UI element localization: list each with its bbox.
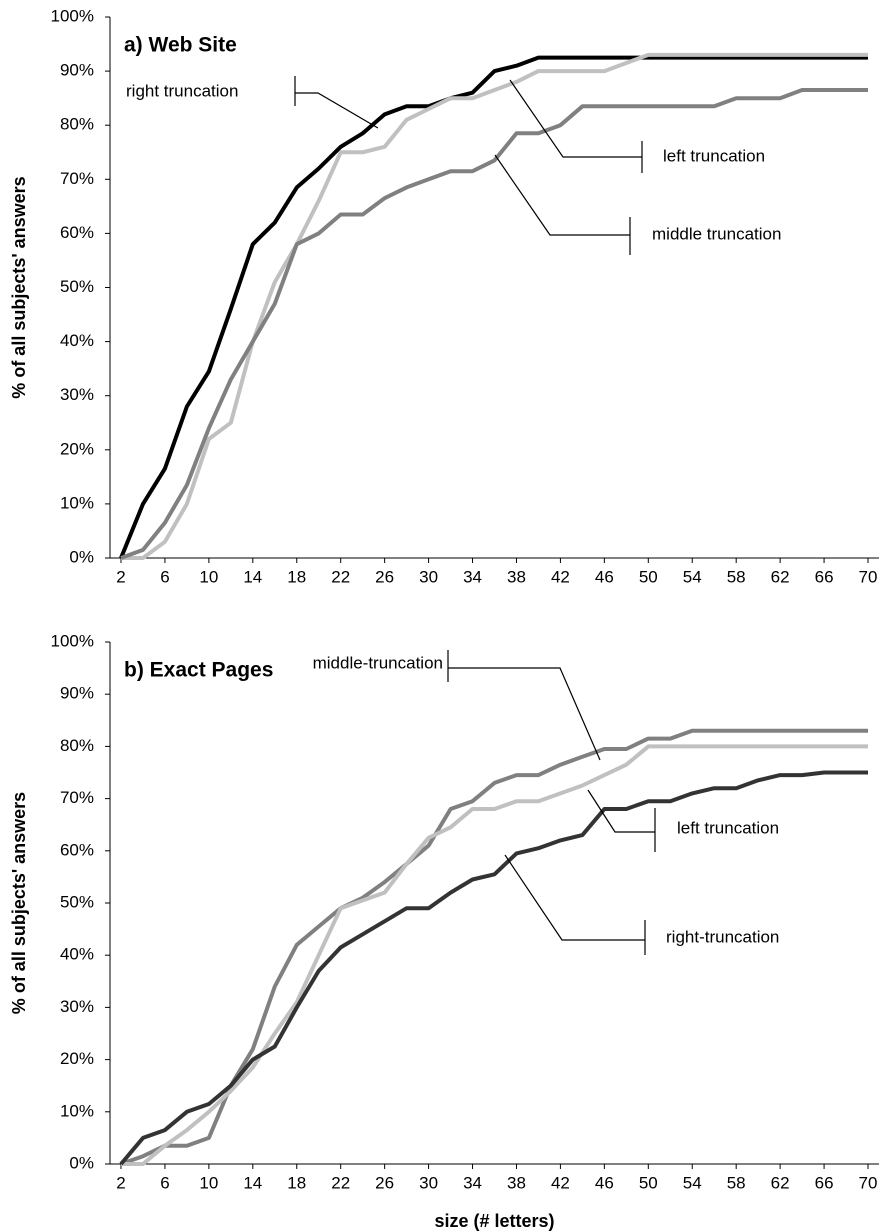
x-tick-label: 46: [595, 1173, 614, 1192]
x-tick-label: 14: [243, 567, 262, 586]
series-label: left truncation: [663, 146, 765, 165]
x-tick-label: 22: [331, 1173, 350, 1192]
series-line: [119, 770, 868, 1166]
y-tick-label: 70%: [60, 169, 94, 188]
series-line: [120, 88, 868, 560]
series-label: right-truncation: [666, 927, 779, 946]
x-tick-label: 58: [727, 1173, 746, 1192]
x-tick-label: 30: [419, 567, 438, 586]
y-axis-label: % of all subjects' answers: [9, 792, 29, 1014]
series-label: middle truncation: [652, 224, 781, 243]
callout-leader: [295, 92, 379, 129]
y-tick-label: 50%: [60, 277, 94, 296]
series-label: left truncation: [677, 818, 779, 837]
x-tick-label: 18: [287, 567, 306, 586]
x-tick-label: 62: [771, 1173, 790, 1192]
x-tick-label: 2: [116, 567, 125, 586]
y-tick-label: 30%: [60, 385, 94, 404]
x-tick-label: 6: [160, 567, 169, 586]
x-tick-label: 10: [199, 567, 218, 586]
series-line: [120, 728, 868, 1166]
y-tick-label: 40%: [60, 945, 94, 964]
series-line: [121, 744, 868, 1166]
x-tick-label: 34: [463, 567, 482, 586]
x-tick-label: 50: [639, 1173, 658, 1192]
x-tick-label: 26: [375, 567, 394, 586]
y-tick-label: 20%: [60, 1049, 94, 1068]
x-tick-label: 10: [199, 1173, 218, 1192]
y-tick-label: 80%: [60, 736, 94, 755]
x-tick-label: 2: [116, 1173, 125, 1192]
x-tick-label: 58: [727, 567, 746, 586]
x-tick-label: 50: [639, 567, 658, 586]
y-tick-label: 30%: [60, 997, 94, 1016]
x-tick-label: 22: [331, 567, 350, 586]
x-tick-label: 70: [859, 1173, 878, 1192]
x-tick-label: 70: [859, 567, 878, 586]
callout-leader: [587, 789, 655, 833]
callout-leader: [509, 79, 642, 158]
x-tick-label: 34: [463, 1173, 482, 1192]
x-tick-label: 62: [771, 567, 790, 586]
x-tick-label: 26: [375, 1173, 394, 1192]
y-tick-label: 0%: [69, 547, 94, 566]
x-tick-label: 54: [683, 1173, 702, 1192]
callout-leader: [504, 854, 645, 941]
y-tick-label: 60%: [60, 223, 94, 242]
x-tick-label: 18: [287, 1173, 306, 1192]
x-tick-label: 30: [419, 1173, 438, 1192]
y-tick-label: 100%: [51, 631, 94, 650]
x-tick-label: 42: [551, 1173, 570, 1192]
x-tick-label: 6: [160, 1173, 169, 1192]
x-tick-label: 54: [683, 567, 702, 586]
x-axis-label: size (# letters): [434, 1211, 554, 1231]
callout-leader: [448, 667, 601, 761]
y-tick-label: 90%: [60, 61, 94, 80]
y-tick-label: 0%: [69, 1153, 94, 1172]
y-tick-label: 60%: [60, 840, 94, 859]
series-line: [121, 52, 868, 560]
series-label: right truncation: [126, 81, 238, 100]
chart-title: b) Exact Pages: [124, 659, 273, 682]
x-tick-label: 38: [507, 567, 526, 586]
x-tick-label: 38: [507, 1173, 526, 1192]
callout-leader: [494, 154, 630, 236]
chart-title: a) Web Site: [124, 34, 237, 57]
y-tick-label: 50%: [60, 892, 94, 911]
y-tick-label: 40%: [60, 331, 94, 350]
series-line: [119, 55, 868, 559]
y-tick-label: 80%: [60, 115, 94, 134]
y-tick-label: 20%: [60, 439, 94, 458]
y-tick-label: 70%: [60, 788, 94, 807]
x-tick-label: 14: [243, 1173, 262, 1192]
x-tick-label: 66: [815, 567, 834, 586]
y-tick-label: 10%: [60, 1101, 94, 1120]
x-tick-label: 46: [595, 567, 614, 586]
x-tick-label: 42: [551, 567, 570, 586]
y-tick-label: 100%: [51, 6, 94, 25]
y-axis-label: % of all subjects' answers: [9, 176, 29, 398]
y-tick-label: 90%: [60, 684, 94, 703]
series-label: middle-truncation: [313, 653, 443, 672]
y-tick-label: 10%: [60, 493, 94, 512]
x-tick-label: 66: [815, 1173, 834, 1192]
